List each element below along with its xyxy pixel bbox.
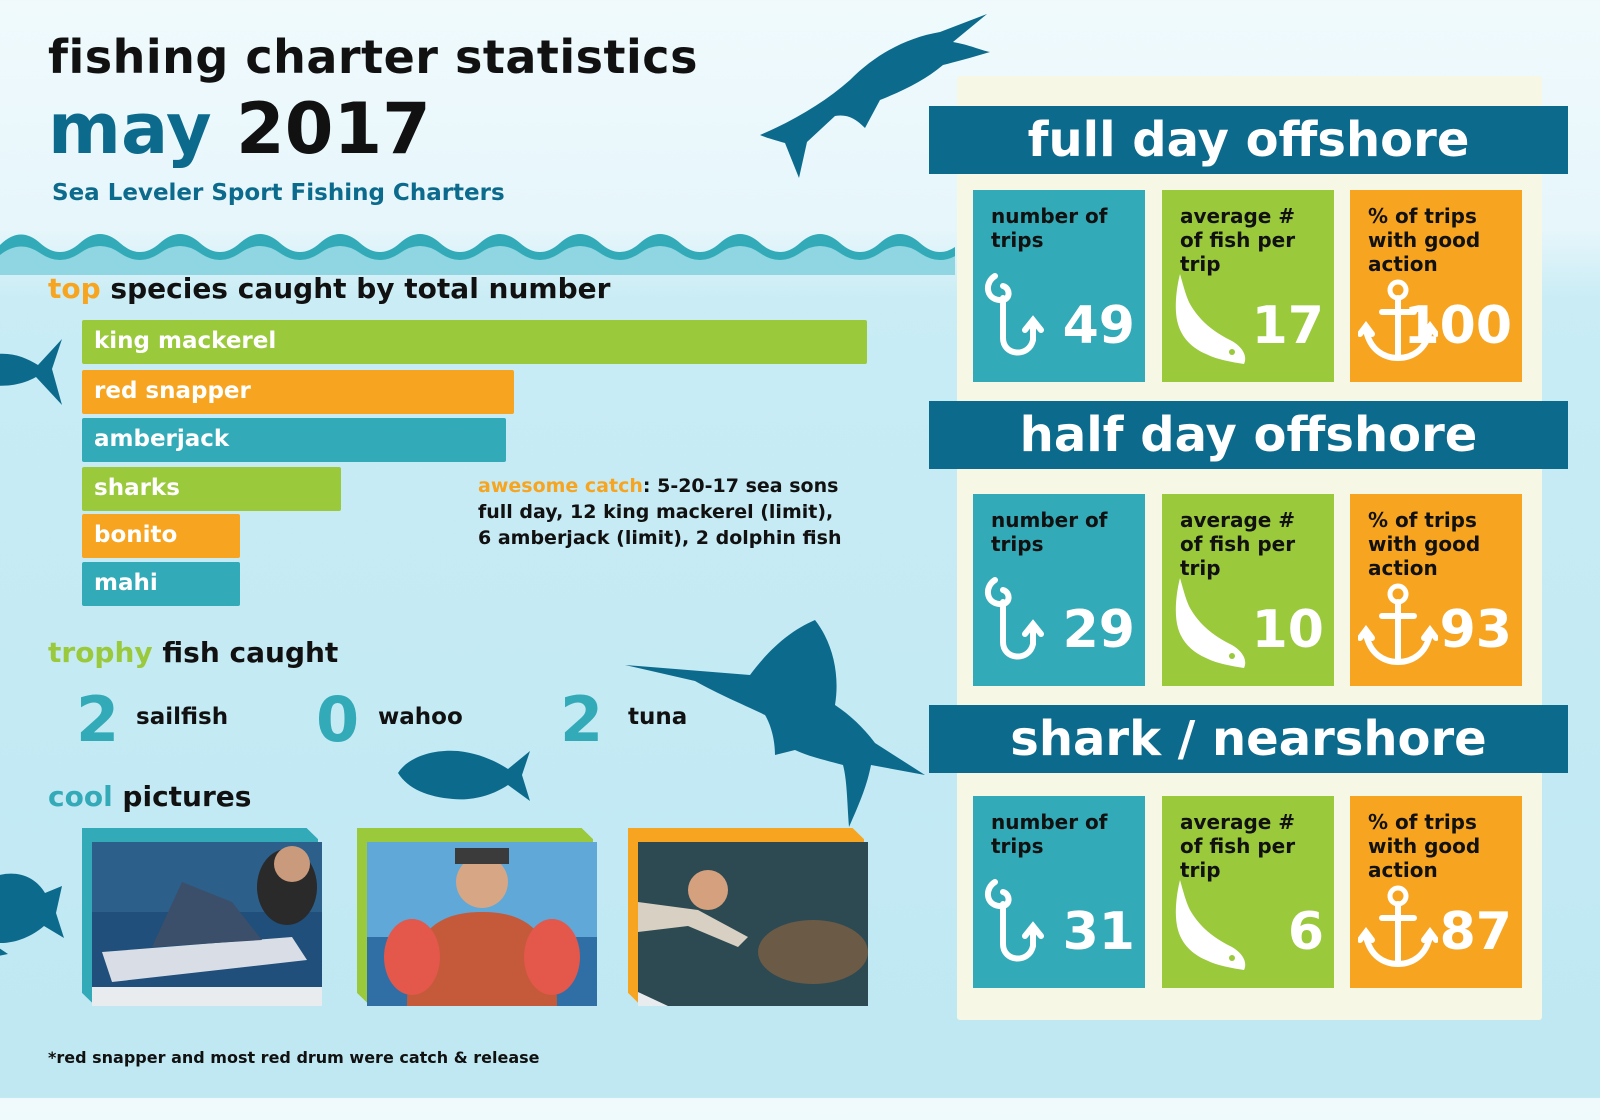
fish-icon [1175,274,1246,364]
trophy-count: 2 [560,683,604,756]
card-label: % of trips with good action [1368,810,1481,882]
trophy-count: 0 [316,683,360,756]
trips-card: number of trips 31 [973,796,1145,988]
fish-hook-icon [985,273,1044,356]
card-label: % of trips with good action [1368,204,1481,276]
card-label: number of trips [991,204,1108,252]
fish-icon [1175,880,1246,970]
grouper-icon [0,873,64,956]
page-subtitle: Sea Leveler Sport Fishing Charters [52,180,505,206]
trips-card: number of trips 29 [973,494,1145,686]
trophy-name: wahoo [378,704,463,730]
species-bar: king mackerel [82,320,867,364]
card-value: 93 [1439,600,1512,660]
card-label: number of trips [991,508,1108,556]
species-bar: amberjack [82,418,506,462]
species-bar: red snapper [82,370,514,414]
trophy-heading: trophy fish caught [48,636,339,669]
charter-banner: half day offshore [929,401,1568,469]
title-month: may [48,88,212,170]
fish-icon [1175,578,1246,668]
card-value: 6 [1287,902,1324,962]
trips-card: number of trips 49 [973,190,1145,382]
awesome-catch-label: awesome catch [478,475,643,497]
card-value: 10 [1251,600,1324,660]
anchor-icon [1358,885,1438,968]
awesome-catch-note: awesome catch: 5-20-17 sea sons full day… [478,475,842,549]
trophy-name: sailfish [136,704,229,730]
species-bar: bonito [82,514,240,558]
avg-fish-card: average # of fish per trip 10 [1162,494,1334,686]
card-label: number of trips [991,810,1108,858]
sailfish-catch-photo-icon [92,842,322,1006]
footnote: *red snapper and most red drum were catc… [48,1048,540,1067]
tuna-icon [398,750,530,801]
top-species-heading: top species caught by total number [48,272,611,305]
red-snapper-catch-photo-icon [367,842,597,1006]
fish-hook-icon [985,577,1044,660]
good-action-card: % of trips with good action 87 [1350,796,1522,988]
sailfish-icon [625,620,925,827]
card-label: % of trips with good action [1368,508,1481,580]
charter-banner: full day offshore [929,106,1568,174]
page-date: may 2017 [48,88,431,170]
anchor-icon [1358,279,1438,362]
page-title: fishing charter statistics [48,30,698,84]
fish-hook-icon [985,879,1044,962]
water-wave [0,234,955,275]
pictures-heading: cool pictures [48,780,252,813]
fish-icon [0,339,62,405]
card-value: 29 [1062,600,1135,660]
anchor-icon [1358,583,1438,666]
trophy-name: tuna [628,704,688,730]
card-value: 100 [1403,296,1512,356]
species-bar: mahi [82,562,240,606]
avg-fish-card: average # of fish per trip 6 [1162,796,1334,988]
grouper-catch-photo-icon [638,842,868,1006]
card-value: 17 [1251,296,1324,356]
title-year: 2017 [236,88,431,170]
card-label: average # of fish per trip [1180,810,1296,882]
photo-sailfish[interactable] [82,828,322,1006]
photo-grouper[interactable] [628,828,868,1006]
good-action-card: % of trips with good action 93 [1350,494,1522,686]
avg-fish-card: average # of fish per trip 17 [1162,190,1334,382]
marlin-icon [760,14,990,178]
card-value: 49 [1062,296,1135,356]
photo-red-snapper[interactable] [357,828,597,1006]
trophy-count: 2 [76,683,120,756]
card-label: average # of fish per trip [1180,204,1296,276]
card-value: 87 [1439,902,1512,962]
charter-banner: shark / nearshore [929,705,1568,773]
card-label: average # of fish per trip [1180,508,1296,580]
species-bar: sharks [82,467,341,511]
card-value: 31 [1062,902,1135,962]
good-action-card: % of trips with good action 100 [1350,190,1522,382]
